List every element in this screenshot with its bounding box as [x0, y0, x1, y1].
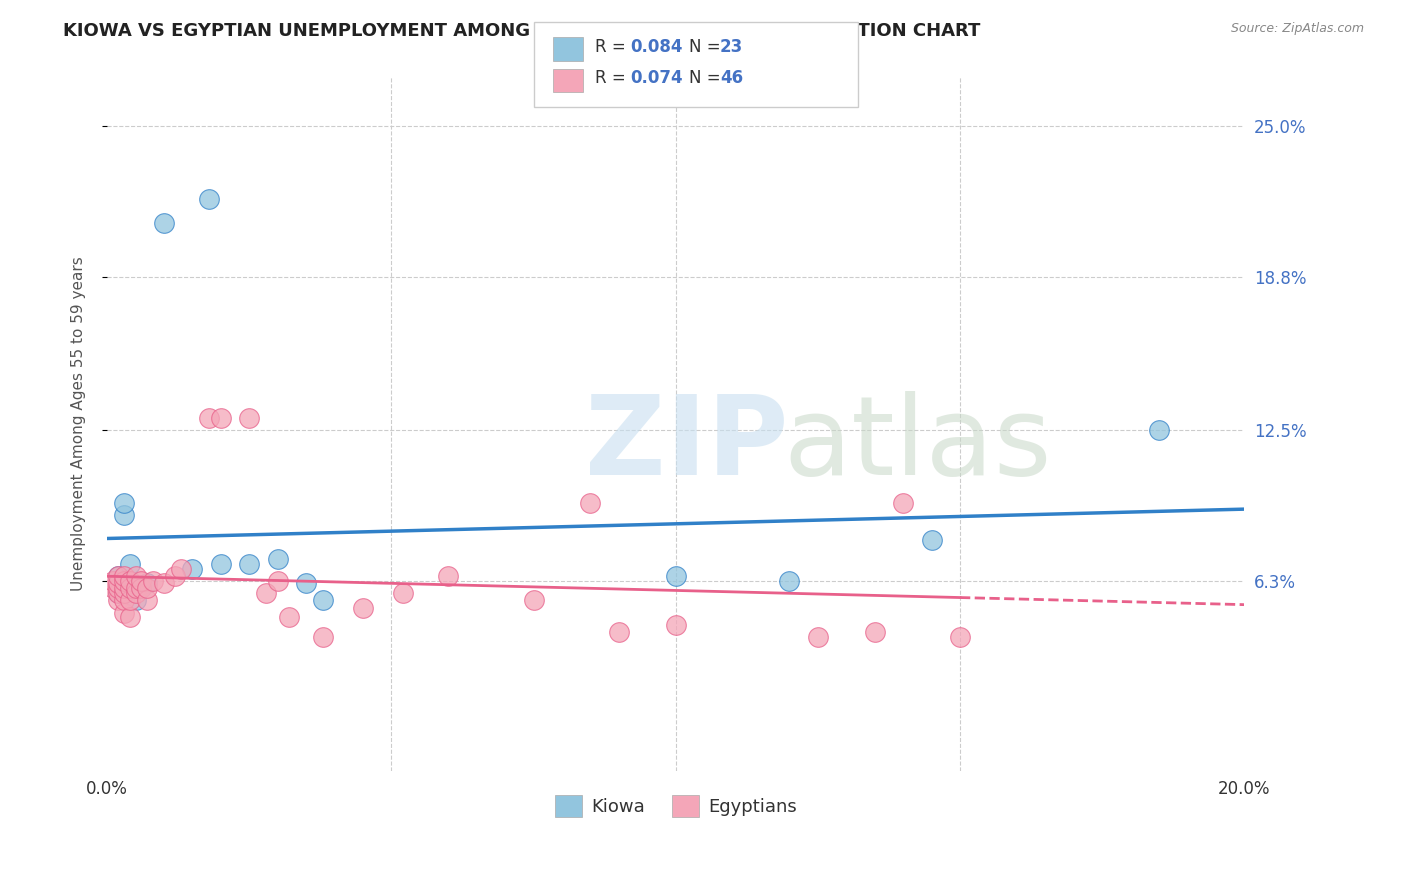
Point	[118, 581, 141, 595]
Text: atlas: atlas	[783, 392, 1052, 499]
Point	[254, 586, 277, 600]
Point	[863, 625, 886, 640]
Point	[135, 576, 157, 591]
Text: KIOWA VS EGYPTIAN UNEMPLOYMENT AMONG AGES 55 TO 59 YEARS CORRELATION CHART: KIOWA VS EGYPTIAN UNEMPLOYMENT AMONG AGE…	[63, 22, 980, 40]
Point	[153, 576, 176, 591]
Text: N =: N =	[689, 70, 725, 87]
Point	[198, 192, 221, 206]
Point	[153, 216, 176, 230]
Point	[278, 610, 301, 624]
Point	[665, 617, 688, 632]
Point	[118, 610, 141, 624]
Point	[807, 630, 830, 644]
Point	[118, 574, 141, 588]
Point	[107, 586, 129, 600]
Point	[209, 411, 232, 425]
Point	[949, 630, 972, 644]
Text: N =: N =	[689, 38, 725, 56]
Point	[135, 581, 157, 595]
Point	[112, 574, 135, 588]
Point	[312, 593, 335, 607]
Text: Source: ZipAtlas.com: Source: ZipAtlas.com	[1230, 22, 1364, 36]
Text: ZIP: ZIP	[585, 392, 789, 499]
Point	[1147, 423, 1170, 437]
Point	[170, 562, 193, 576]
Point	[181, 562, 204, 576]
Point	[352, 600, 374, 615]
Point	[238, 557, 260, 571]
Point	[778, 574, 800, 588]
Point	[118, 557, 141, 571]
Point	[209, 557, 232, 571]
Point	[112, 581, 135, 595]
Point	[129, 581, 152, 595]
Point	[266, 552, 288, 566]
Point	[124, 581, 146, 595]
Point	[391, 586, 413, 600]
Point	[107, 569, 129, 583]
Point	[437, 569, 460, 583]
Point	[312, 630, 335, 644]
Point	[129, 581, 152, 595]
Point	[921, 533, 943, 547]
Point	[266, 574, 288, 588]
Legend: Kiowa, Egyptians: Kiowa, Egyptians	[547, 788, 804, 824]
Point	[112, 586, 135, 600]
Point	[165, 569, 187, 583]
Text: 0.074: 0.074	[630, 70, 682, 87]
Point	[579, 496, 602, 510]
Point	[107, 569, 129, 583]
Point	[891, 496, 914, 510]
Point	[118, 593, 141, 607]
Point	[101, 581, 124, 595]
Point	[295, 576, 318, 591]
Point	[124, 581, 146, 595]
Point	[107, 576, 129, 591]
Point	[112, 569, 135, 583]
Point	[142, 574, 165, 588]
Point	[238, 411, 260, 425]
Text: 0.084: 0.084	[630, 38, 682, 56]
Point	[118, 574, 141, 588]
Point	[107, 586, 129, 600]
Point	[124, 569, 146, 583]
Point	[112, 593, 135, 607]
Point	[665, 569, 688, 583]
Y-axis label: Unemployment Among Ages 55 to 59 years: Unemployment Among Ages 55 to 59 years	[72, 257, 86, 591]
Point	[118, 581, 141, 595]
Point	[112, 508, 135, 523]
Point	[107, 581, 129, 595]
Text: R =: R =	[595, 70, 631, 87]
Point	[107, 593, 129, 607]
Text: R =: R =	[595, 38, 631, 56]
Point	[112, 496, 135, 510]
Point	[607, 625, 630, 640]
Point	[129, 574, 152, 588]
Text: 46: 46	[720, 70, 742, 87]
Point	[135, 593, 157, 607]
Point	[198, 411, 221, 425]
Point	[522, 593, 544, 607]
Point	[124, 586, 146, 600]
Text: 23: 23	[720, 38, 744, 56]
Point	[101, 574, 124, 588]
Point	[124, 593, 146, 607]
Point	[112, 606, 135, 620]
